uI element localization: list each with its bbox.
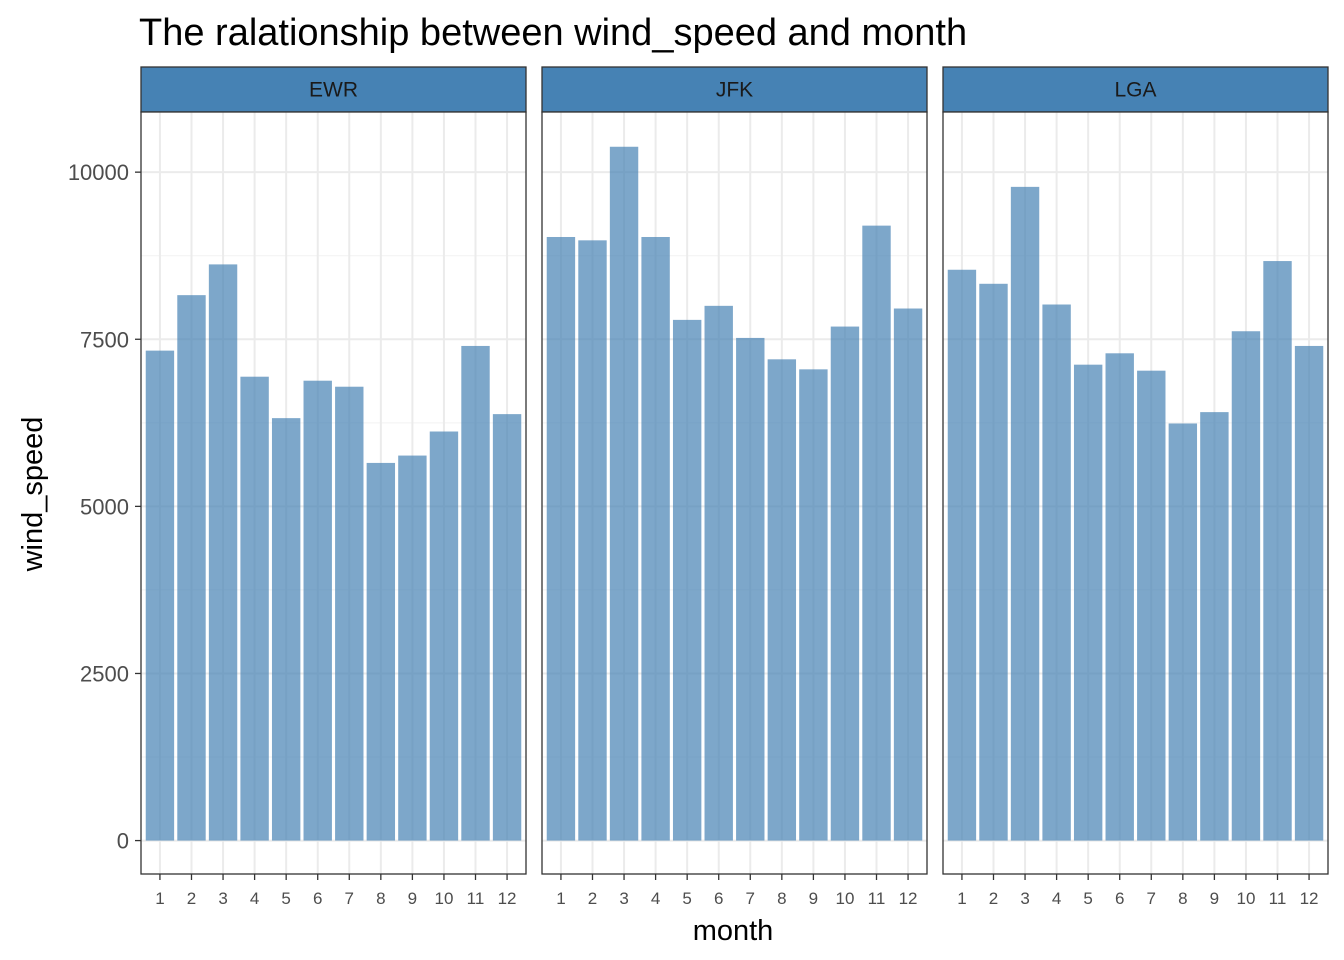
facet-strip-label: LGA <box>1114 79 1156 102</box>
facet-strip <box>140 66 527 113</box>
facet-strip-label: JFK <box>716 79 753 102</box>
x-tick-label: 11 <box>868 889 886 908</box>
x-tick-label: 12 <box>1300 889 1319 908</box>
y-tick-label: 5000 <box>80 494 129 519</box>
bar-lga-month-6 <box>1105 353 1134 841</box>
x-tick-label: 4 <box>1052 889 1061 908</box>
bar-jfk-month-1 <box>546 236 576 841</box>
bar-jfk-month-2 <box>578 240 607 841</box>
bar-lga-month-10 <box>1231 331 1261 841</box>
bar-lga-month-8 <box>1168 423 1198 841</box>
bar-lga-month-11 <box>1263 261 1292 841</box>
x-tick-label: 11 <box>1269 889 1287 908</box>
bar-ewr-month-4 <box>240 376 269 841</box>
x-tick-label: 3 <box>619 889 628 908</box>
x-tick-label: 6 <box>714 889 723 908</box>
bar-ewr-month-11 <box>461 345 490 841</box>
x-tick-label: 5 <box>1083 889 1092 908</box>
x-axis-title: month <box>693 915 774 947</box>
bar-jfk-month-4 <box>641 236 670 841</box>
panel-border <box>942 111 1329 875</box>
x-tick-label: 7 <box>1147 889 1156 908</box>
y-axis-title: wind_speed <box>17 417 49 573</box>
x-tick-label: 3 <box>1020 889 1029 908</box>
bar-lga-month-7 <box>1137 370 1166 841</box>
bar-lga-month-2 <box>979 283 1008 841</box>
x-tick-label: 1 <box>155 889 164 908</box>
bar-ewr-month-8 <box>366 462 396 841</box>
x-tick-label: 2 <box>187 889 196 908</box>
x-tick-label: 2 <box>588 889 597 908</box>
bar-ewr-month-10 <box>429 431 459 841</box>
x-tick-label: 4 <box>250 889 259 908</box>
x-tick-label: 12 <box>899 889 918 908</box>
x-tick-label: 8 <box>376 889 385 908</box>
bar-jfk-month-11 <box>862 225 891 841</box>
bar-lga-month-5 <box>1073 364 1103 841</box>
chart-title: The ralationship between wind_speed and … <box>139 12 967 54</box>
bar-jfk-month-8 <box>767 359 797 841</box>
x-tick-label: 9 <box>809 889 818 908</box>
x-tick-label: 5 <box>281 889 290 908</box>
bar-jfk-month-6 <box>704 305 733 841</box>
y-axis: 0 2500 5000 7500 10000 <box>68 160 141 854</box>
bar-lga-month-4 <box>1042 304 1071 841</box>
bar-jfk-month-5 <box>672 319 702 841</box>
facet-strip-label: EWR <box>309 79 358 102</box>
bar-ewr-month-12 <box>492 414 522 841</box>
x-tick-label: 12 <box>498 889 517 908</box>
bar-ewr-month-6 <box>303 380 332 841</box>
y-tick-label: 0 <box>117 829 129 854</box>
x-tick-label: 11 <box>467 889 485 908</box>
panel-border <box>541 111 928 875</box>
bar-jfk-month-3 <box>609 146 639 841</box>
x-tick-label: 8 <box>777 889 786 908</box>
bar-jfk-month-10 <box>830 326 860 841</box>
x-tick-label: 6 <box>313 889 322 908</box>
x-tick-label: 7 <box>345 889 354 908</box>
bar-lga-month-3 <box>1010 186 1040 841</box>
x-tick-label: 7 <box>746 889 755 908</box>
bar-ewr-month-1 <box>145 350 175 841</box>
x-tick-label: 9 <box>408 889 417 908</box>
y-tick-label: 2500 <box>80 661 129 686</box>
x-tick-label: 1 <box>957 889 966 908</box>
x-tick-label: 4 <box>651 889 660 908</box>
bar-jfk-month-12 <box>893 308 923 841</box>
bar-ewr-month-3 <box>208 264 238 841</box>
x-tick-label: 2 <box>989 889 998 908</box>
bar-lga-month-1 <box>947 269 977 841</box>
bar-ewr-month-5 <box>271 418 301 841</box>
bar-ewr-month-7 <box>335 386 364 841</box>
bar-lga-month-12 <box>1294 345 1324 841</box>
x-tick-label: 9 <box>1210 889 1219 908</box>
x-tick-label: 5 <box>682 889 691 908</box>
x-tick-label: 10 <box>434 889 453 908</box>
bar-ewr-month-9 <box>398 455 427 841</box>
y-tick-label: 7500 <box>80 327 129 352</box>
bar-lga-month-9 <box>1200 412 1229 841</box>
x-tick-label: 3 <box>218 889 227 908</box>
x-tick-label: 10 <box>835 889 854 908</box>
bar-jfk-month-7 <box>736 337 765 841</box>
panel-border <box>140 111 527 875</box>
bar-jfk-month-9 <box>799 369 828 841</box>
y-tick-label: 10000 <box>68 160 129 185</box>
x-tick-label: 8 <box>1178 889 1187 908</box>
bar-ewr-month-2 <box>177 295 206 841</box>
x-tick-label: 1 <box>556 889 565 908</box>
x-tick-label: 6 <box>1115 889 1124 908</box>
x-tick-label: 10 <box>1236 889 1255 908</box>
